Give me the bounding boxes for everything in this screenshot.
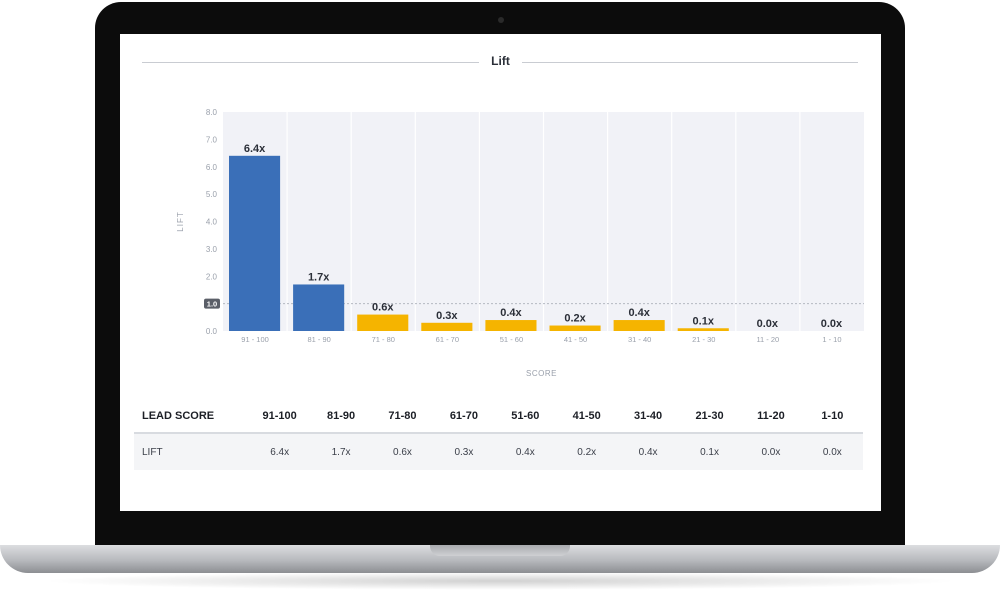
table-header-cell: 31-40 [634, 410, 663, 422]
bar-value-label: 0.0x [821, 318, 843, 330]
x-tick-label: 61 - 70 [436, 335, 459, 344]
bar-value-label: 0.0x [757, 318, 779, 330]
y-tick-label: 3.0 [206, 245, 218, 254]
table-cell: 0.0x [761, 446, 781, 458]
table-header-cell: 1-10 [821, 410, 844, 422]
panel-header: Lift [142, 54, 858, 70]
y-tick-label: 6.0 [206, 163, 218, 172]
bar-value-label: 6.4x [244, 143, 266, 155]
table-cell: 0.6x [393, 446, 412, 458]
table-header-cell: 81-90 [327, 410, 356, 422]
bar-value-label: 0.4x [628, 307, 650, 319]
y-tick-label: 0.0 [206, 327, 218, 336]
bar [549, 325, 601, 331]
bar [421, 322, 473, 331]
x-tick-label: 81 - 90 [307, 335, 330, 344]
bar [677, 328, 729, 331]
table-header-cell: 61-70 [449, 410, 478, 422]
laptop-notch [430, 545, 570, 556]
bar [485, 320, 537, 331]
bar-value-label: 0.3x [436, 310, 458, 322]
reference-label: 1.0 [207, 300, 217, 309]
table-cell: 0.0x [822, 446, 842, 458]
screen: Lift 0.01.02.03.04.05.06.07.08.0LIFT1.06… [120, 34, 881, 511]
laptop-shadow [40, 572, 960, 590]
x-tick-label: 71 - 80 [372, 335, 395, 344]
y-axis-title: LIFT [176, 211, 185, 231]
y-tick-label: 4.0 [206, 218, 218, 227]
bar-value-label: 0.6x [372, 302, 394, 314]
table-cell: 0.3x [454, 446, 474, 458]
panel-title: Lift [491, 54, 510, 68]
table-cell: 1.7x [331, 446, 351, 458]
table-cell: 0.1x [700, 446, 719, 458]
y-tick-label: 5.0 [206, 190, 218, 199]
lift-bar-chart: 0.01.02.03.04.05.06.07.08.0LIFT1.06.4x91… [176, 108, 864, 378]
bar [229, 155, 281, 331]
lift-table: LEAD SCORE 91-100 81-90 71-80 61-70 51-60 41-… [134, 400, 863, 470]
reference-badge [204, 298, 220, 309]
x-axis-title: SCORE [526, 369, 557, 378]
table-header-cell: 41-50 [572, 410, 601, 422]
bar-value-label: 1.7x [308, 271, 330, 283]
table-header-label: LEAD SCORE [142, 410, 215, 422]
x-tick-label: 41 - 50 [564, 335, 587, 344]
bar [357, 314, 409, 331]
bar [293, 284, 345, 331]
x-tick-label: 21 - 30 [692, 335, 715, 344]
y-tick-label: 7.0 [206, 135, 218, 144]
y-tick-label: 8.0 [206, 108, 218, 117]
camera-icon [498, 17, 504, 23]
bar-value-label: 0.1x [693, 315, 715, 327]
x-tick-label: 1 - 10 [822, 335, 841, 344]
x-tick-label: 51 - 60 [500, 335, 523, 344]
table-cell: 0.4x [638, 446, 658, 458]
table-header-cell: 11-20 [757, 410, 785, 422]
y-tick-label: 2.0 [206, 272, 218, 281]
table-cell: 6.4x [270, 446, 290, 458]
x-tick-label: 11 - 20 [756, 335, 779, 344]
title-divider-left [142, 62, 479, 63]
table-row: LIFT 6.4x 1.7x 0.6x 0.3x 0.4x 0.2x 0.4x 0.1x 0.0… [134, 434, 863, 470]
x-tick-label: 91 - 100 [241, 335, 269, 344]
table-cell: 0.4x [515, 446, 535, 458]
table-row-label: LIFT [142, 446, 163, 458]
table-header-cell: 21-30 [695, 410, 724, 422]
table-header-cell: 91-100 [262, 410, 297, 422]
x-tick-label: 31 - 40 [628, 335, 651, 344]
bar [613, 320, 665, 331]
title-divider-right [522, 62, 858, 63]
table-header-cell: 71-80 [388, 410, 417, 422]
table-header-row: LEAD SCORE 91-100 81-90 71-80 61-70 51-60 41-… [134, 400, 863, 434]
bar-value-label: 0.4x [500, 307, 522, 319]
table-cell: 0.2x [577, 446, 597, 458]
bar-value-label: 0.2x [564, 313, 586, 325]
table-header-cell: 51-60 [511, 410, 540, 422]
